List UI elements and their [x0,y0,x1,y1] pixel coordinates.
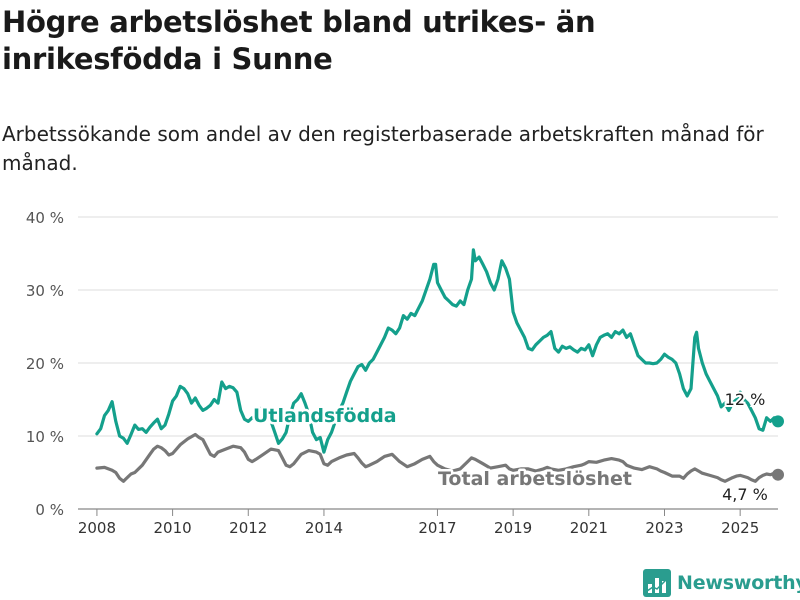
x-tick-label: 2014 [305,519,343,537]
series-line-utlandsfodda [95,248,780,454]
chart-subtitle: Arbetssökande som andel av den registerb… [2,122,764,175]
gridlines [78,216,778,510]
x-tick-label: 2021 [570,519,608,537]
y-axis-ticks: 0 % 10 % 20 % 30 % 40 % [26,209,64,519]
y-tick-label: 0 % [35,501,64,519]
end-label-total: 4,7 % [722,485,768,504]
series-label-total: Total arbetslöshet [438,468,632,490]
series-lines [95,248,784,483]
bar-chart-logo-icon [643,569,671,597]
x-tick-label: 2025 [721,519,759,537]
x-tick-label: 2019 [494,519,532,537]
series-line-total [95,432,780,483]
y-tick-label: 40 % [26,209,64,227]
x-tick-label: 2008 [78,519,116,537]
logo-text: Newsworthy [677,572,800,594]
x-tick-label: 2010 [154,519,192,537]
chart-title: Högre arbetslöshet bland utrikes- än inr… [2,5,596,76]
x-axis-ticks: 2008 2010 2012 2014 2017 2019 2021 2023 2025 [78,509,759,537]
x-tick-label: 2023 [645,519,683,537]
y-tick-label: 10 % [26,428,64,446]
newsworthy-logo: Newsworthy [643,568,800,598]
end-point-utlandsfodda [772,415,784,428]
y-tick-label: 20 % [26,355,64,373]
y-tick-label: 30 % [26,282,64,300]
x-tick-label: 2017 [418,519,456,537]
x-tick-label: 2012 [229,519,267,537]
end-label-utlandsfodda: 12 % [725,390,766,409]
series-labels: Utlandsfödda Total arbetslöshet 12 % 4,7 % [251,388,770,506]
end-point-total [772,468,784,481]
series-label-utlandsfodda: Utlandsfödda [253,405,397,427]
